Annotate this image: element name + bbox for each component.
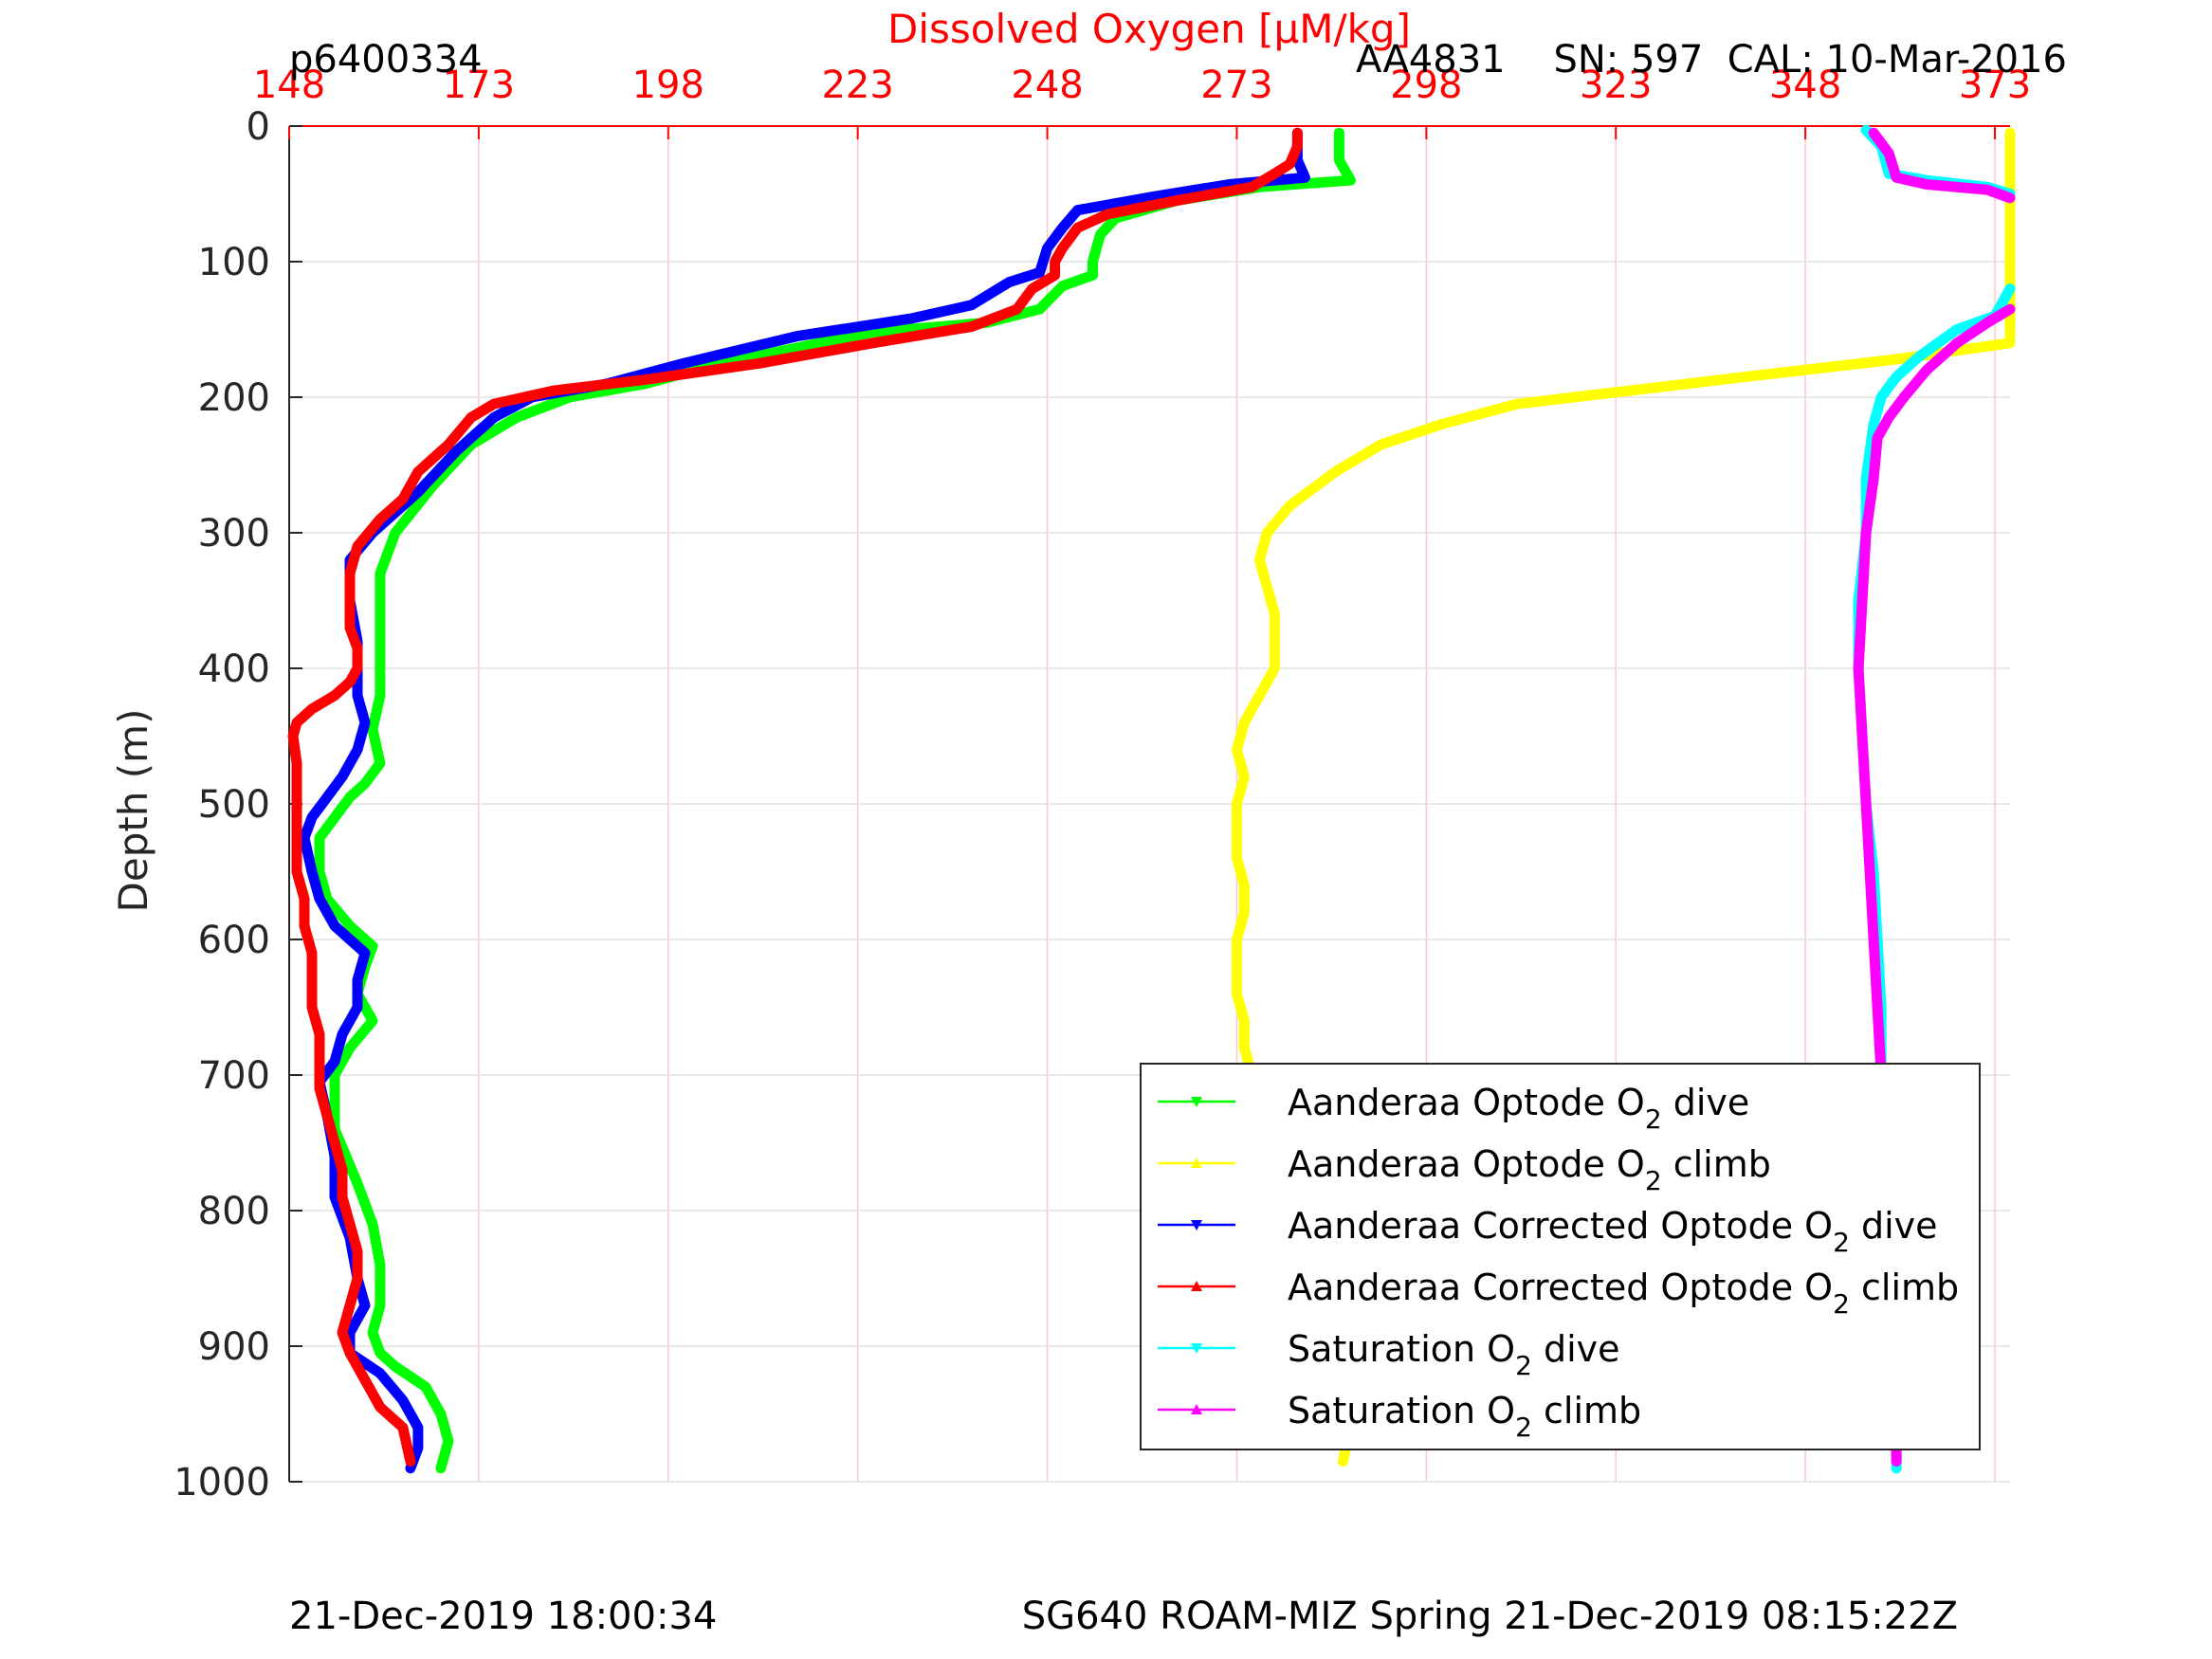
x-tick-label: 273 [1200, 64, 1272, 107]
legend-marker-icon [1191, 1158, 1202, 1168]
legend-marker-icon [1191, 1404, 1202, 1414]
x-tick-label: 323 [1580, 64, 1652, 107]
y-tick-label: 900 [198, 1325, 270, 1369]
y-tick-label: 800 [198, 1190, 270, 1233]
series-line-4 [287, 127, 1303, 1467]
y-tick-label: 600 [198, 919, 270, 962]
y-tick-label: 1000 [174, 1461, 270, 1504]
y-tick-label: 0 [247, 105, 270, 149]
legend-marker-icon [1191, 1343, 1202, 1354]
y-tick-label: 300 [198, 512, 270, 556]
x-tick-label: 198 [632, 64, 704, 107]
legend-label: Aanderaa Optode O2 climb [1288, 1143, 1771, 1196]
y-tick-label: 500 [198, 783, 270, 827]
legend-marker-icon [1191, 1281, 1202, 1291]
y-axis-title: Depth (m) [110, 709, 156, 913]
profile-id-label: p6400334 [289, 38, 483, 82]
legend-marker-icon [1191, 1097, 1202, 1107]
x-tick-label: 348 [1769, 64, 1841, 107]
x-axis-title: Dissolved Oxygen [μM/kg] [887, 6, 1411, 52]
y-tick-label: 700 [198, 1054, 270, 1098]
sensor-info-label: AA4831 SN: 597 CAL: 10-Mar-2016 [1356, 38, 2067, 82]
legend-label: Saturation O2 climb [1288, 1390, 1641, 1443]
x-tick-label: 248 [1011, 64, 1083, 107]
y-tick-label: 400 [198, 647, 270, 691]
axes: 148 173 198 223 248 273 298 323 348 373 0 100 200 300… [174, 64, 2031, 1504]
legend-label: Aanderaa Corrected Optode O2 dive [1288, 1205, 1938, 1258]
x-tick-label: 298 [1390, 64, 1462, 107]
series-line-1 [314, 127, 1356, 1474]
legend: Aanderaa Optode O2 dive Aanderaa Optode O… [1140, 1063, 1981, 1450]
legend-label: Aanderaa Optode O2 dive [1288, 1082, 1749, 1135]
legend-label: Saturation O2 dive [1288, 1328, 1620, 1381]
footer-mission: SG640 ROAM-MIZ Spring 21-Dec-2019 08:15:… [1022, 1595, 1958, 1638]
legend-label: Aanderaa Corrected Optode O2 climb [1288, 1267, 1959, 1320]
y-tick-label: 200 [198, 376, 270, 420]
legend-marker-icon [1191, 1220, 1202, 1231]
x-tick-label: 373 [1959, 64, 2031, 107]
footer-timestamp: 21-Dec-2019 18:00:34 [289, 1595, 717, 1638]
y-tick-label: 100 [198, 241, 270, 284]
x-tick-label: 148 [253, 64, 325, 107]
legend-box [1140, 1063, 1981, 1450]
x-tick-label: 223 [821, 64, 893, 107]
x-tick-label: 173 [443, 64, 515, 107]
